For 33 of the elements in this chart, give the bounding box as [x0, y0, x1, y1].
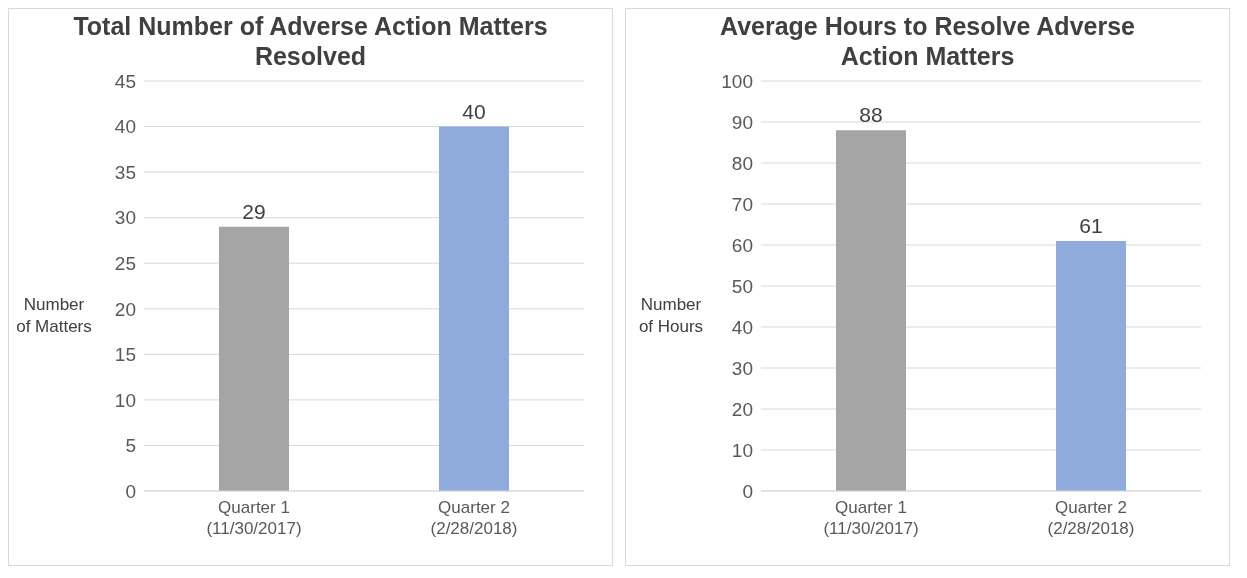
data-label: 61	[1079, 213, 1103, 237]
chart-title: Total Number of Adverse Action Matters Resolved	[72, 11, 549, 71]
y-tick-label: 25	[114, 252, 136, 274]
y-tick-label: 40	[731, 316, 753, 338]
x-tick-label: Quarter 2 (2/28/2018)	[430, 498, 518, 538]
y-tick-label: 30	[114, 207, 136, 229]
y-axis-title: Number of Matters	[15, 294, 93, 338]
y-tick-label: 20	[731, 398, 753, 420]
y-tick-label: 35	[114, 161, 136, 183]
y-tick-label: 100	[721, 70, 753, 92]
y-tick-label: 45	[114, 70, 136, 92]
x-tick-label: Quarter 1 (11/30/2017)	[823, 498, 919, 538]
y-tick-label: 60	[731, 234, 753, 256]
x-tick-label: Quarter 1 (11/30/2017)	[206, 498, 302, 538]
data-label: 40	[462, 99, 486, 123]
y-tick-label: 10	[731, 439, 753, 461]
y-tick-label: 10	[114, 389, 136, 411]
chart-title: Average Hours to Resolve Adverse Action Matters	[719, 11, 1136, 71]
y-tick-label: 90	[731, 111, 753, 133]
y-tick-label: 50	[731, 275, 753, 297]
y-axis-title: Number of Hours	[637, 294, 705, 338]
y-tick-label: 30	[731, 357, 753, 379]
y-tick-label: 80	[731, 152, 753, 174]
data-label: 29	[242, 199, 266, 223]
x-tick-label: Quarter 2 (2/28/2018)	[1047, 498, 1135, 538]
y-tick-label: 5	[125, 435, 136, 457]
y-tick-label: 20	[114, 298, 136, 320]
y-tick-label: 15	[114, 344, 136, 366]
y-tick-label: 70	[731, 193, 753, 215]
y-tick-label: 40	[114, 116, 136, 138]
y-tick-label: 0	[125, 480, 136, 502]
data-label: 88	[859, 103, 883, 127]
y-tick-label: 0	[742, 480, 753, 502]
